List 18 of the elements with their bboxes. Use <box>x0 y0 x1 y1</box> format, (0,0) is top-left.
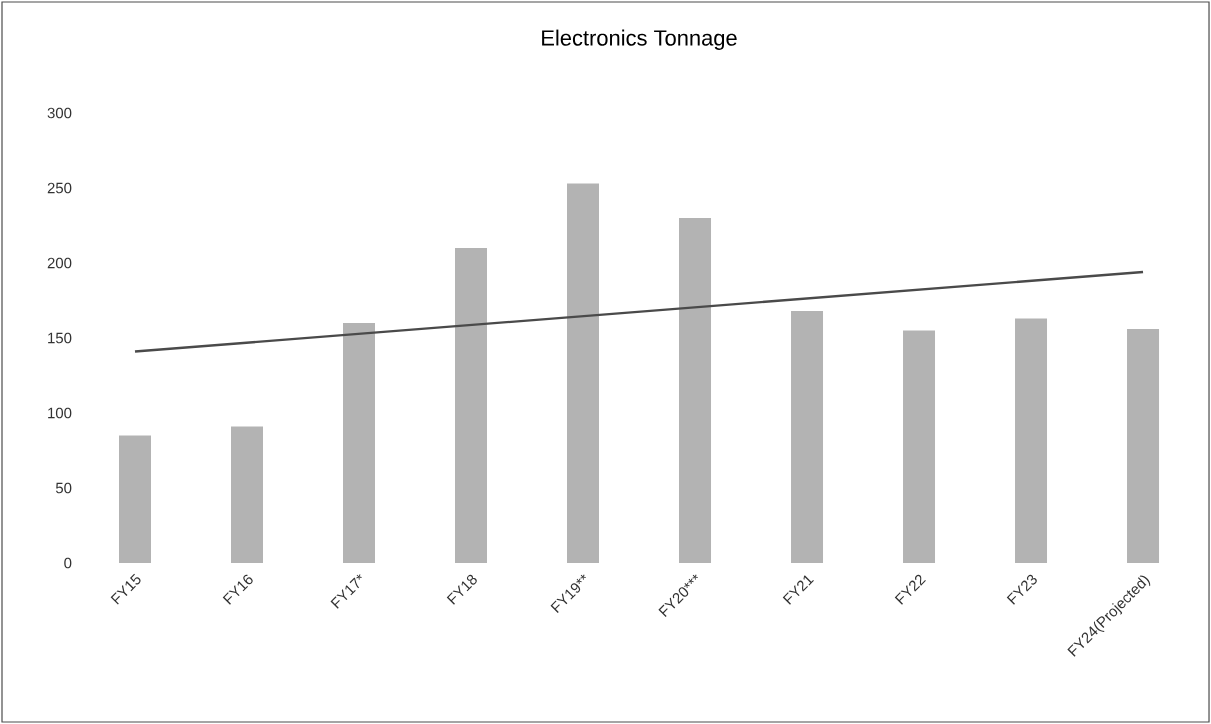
bar <box>1015 318 1048 563</box>
y-tick-label: 250 <box>47 182 72 194</box>
bar <box>791 311 824 563</box>
bar <box>903 330 936 563</box>
bar <box>1127 329 1160 563</box>
y-tick-label: 50 <box>55 482 72 494</box>
y-tick-label: 150 <box>48 332 72 344</box>
y-tick-label: 0 <box>64 557 72 569</box>
bar <box>567 183 600 563</box>
chart-title: Electronics Tonnage <box>542 29 737 50</box>
y-tick-label: 200 <box>47 257 72 269</box>
bar <box>119 435 151 563</box>
y-tick-label: 300 <box>47 107 72 119</box>
bar <box>343 323 376 563</box>
bar <box>679 218 712 563</box>
bar <box>455 248 488 563</box>
bar <box>231 426 263 563</box>
y-tick-label: 100 <box>48 407 72 419</box>
